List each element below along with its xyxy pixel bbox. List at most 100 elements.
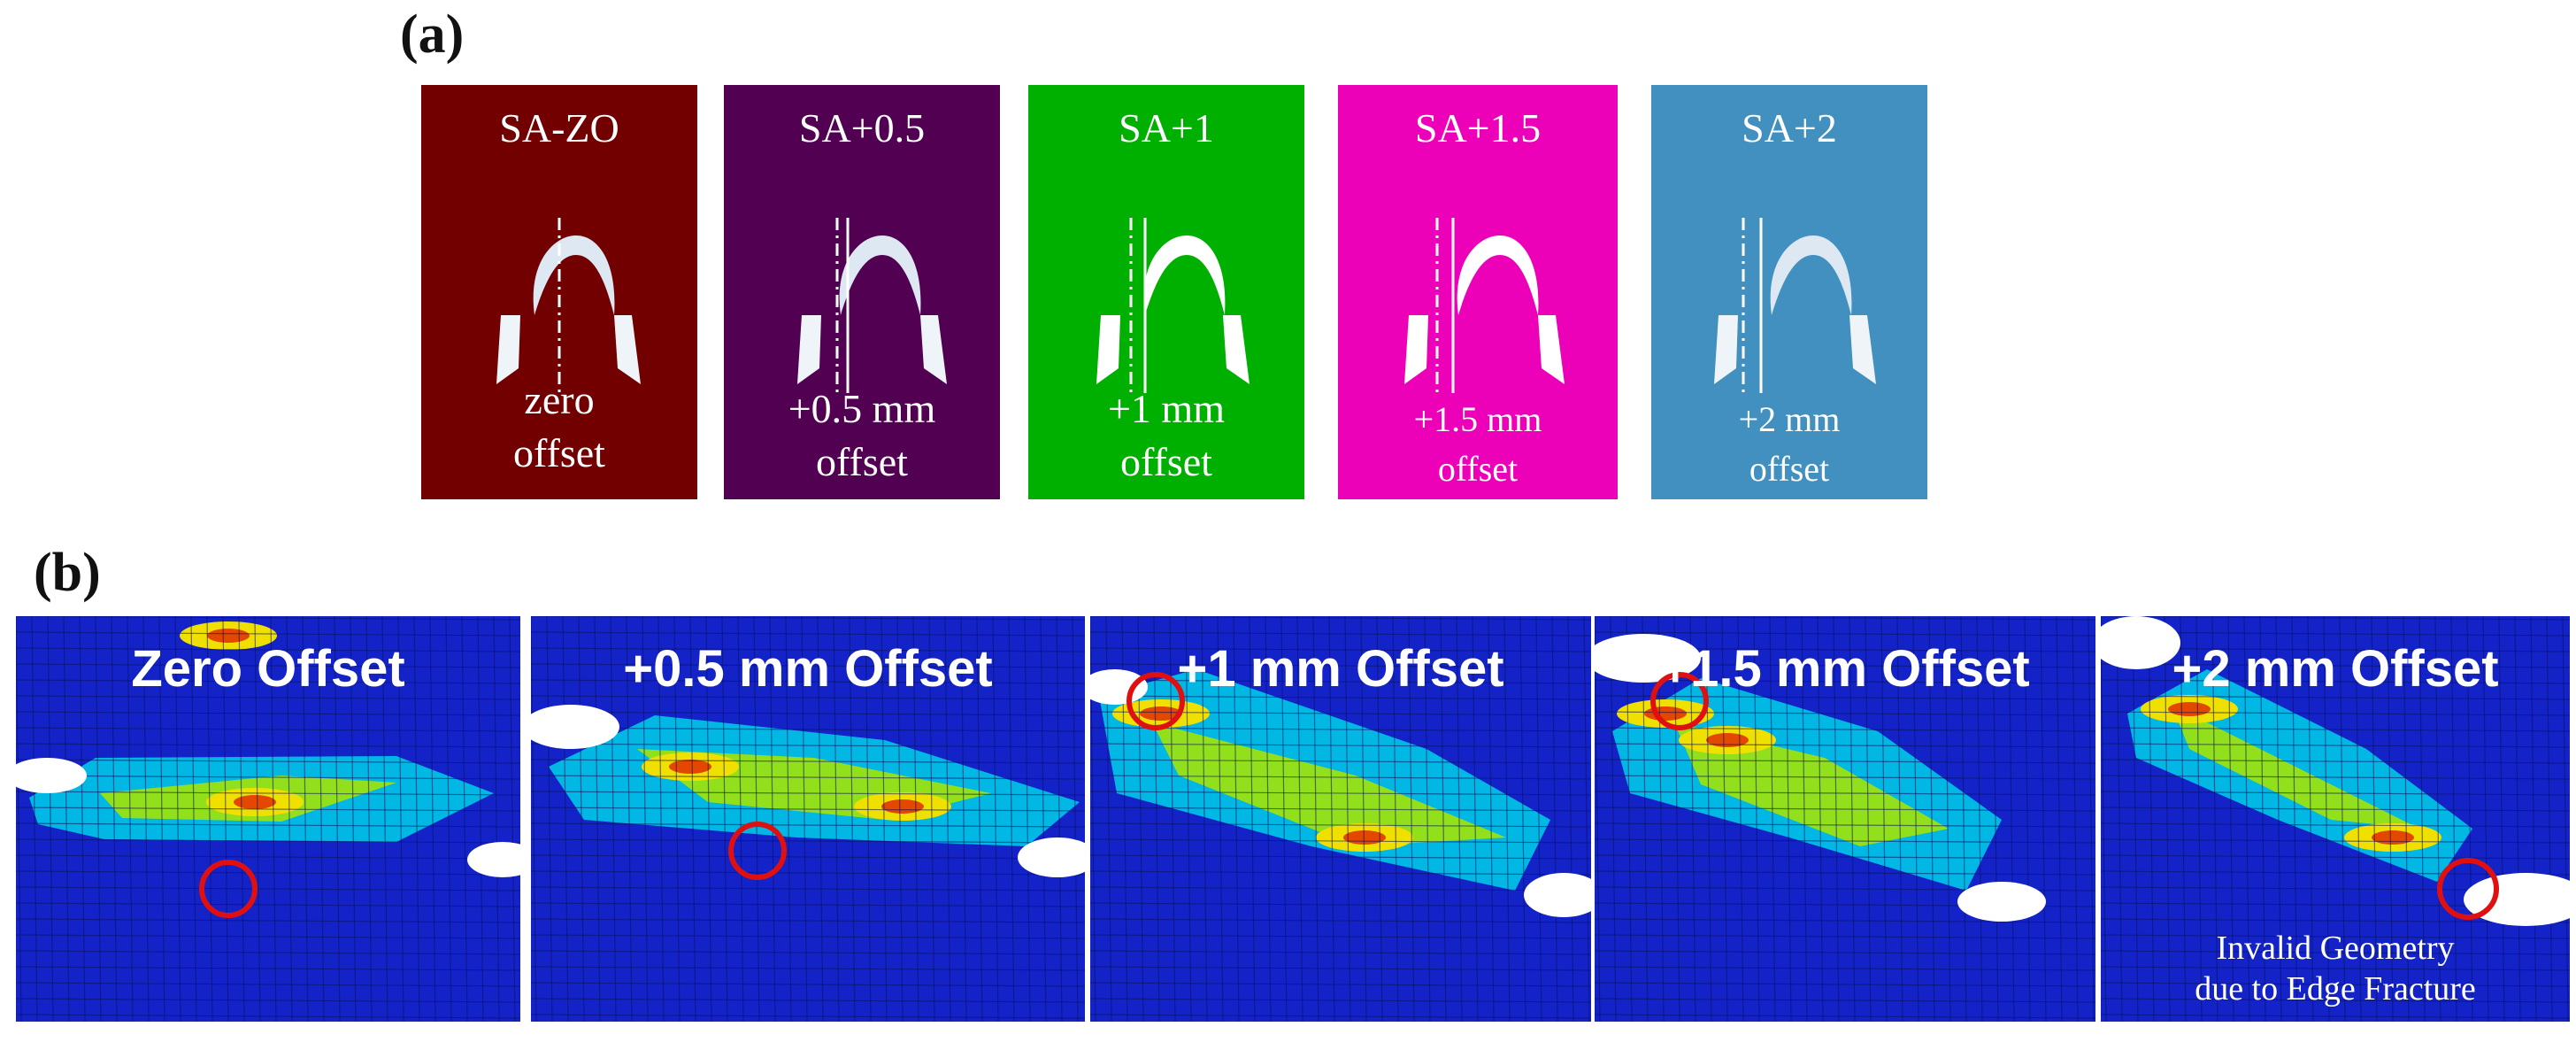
- mesh-line: [531, 727, 1085, 732]
- mesh-line: [2101, 775, 2570, 780]
- card-title: SA+0.5: [798, 105, 926, 151]
- mesh-line: [16, 998, 520, 1003]
- mesh-line: [16, 950, 520, 955]
- mesh-line: [16, 966, 520, 971]
- mesh-line: [1424, 616, 1431, 1022]
- mesh-line: [2450, 616, 2457, 1022]
- punch-profile-icon: [1714, 218, 1876, 393]
- mesh-line: [1785, 616, 1792, 1022]
- fe-mesh-contour: [1595, 616, 2095, 1022]
- mesh-line: [111, 616, 118, 1022]
- mesh-line: [531, 647, 1085, 652]
- card-offset-line1: zero: [524, 377, 595, 422]
- mesh-line: [1090, 695, 1591, 700]
- mesh-line: [1456, 616, 1463, 1022]
- mesh-line: [2387, 616, 2394, 1022]
- mesh-line: [673, 616, 681, 1022]
- mesh-line: [1249, 616, 1256, 1022]
- mesh-line: [31, 616, 38, 1022]
- mesh-line: [1408, 616, 1415, 1022]
- mesh-line: [16, 743, 520, 748]
- mesh-line: [1376, 616, 1383, 1022]
- mesh-line: [531, 711, 1085, 716]
- panel-title: +2 mm Offset: [2172, 640, 2499, 698]
- mesh-line: [1440, 616, 1447, 1022]
- contour-hotspot-core: [2372, 830, 2414, 845]
- mesh-line: [2434, 616, 2441, 1022]
- mesh-line: [1360, 616, 1367, 1022]
- mesh-line: [1944, 616, 1951, 1022]
- fe-contour-panel-2: +2 mm Offset Invalid Geometry due to Edg…: [2101, 616, 2570, 1022]
- contour-hotspot-core: [234, 795, 276, 809]
- part-a-label: (a): [400, 4, 465, 65]
- mesh-line: [1090, 743, 1591, 748]
- mesh-line: [2101, 870, 2570, 876]
- mesh-line: [1090, 966, 1591, 971]
- cut-region: [16, 758, 87, 793]
- mesh-line: [546, 616, 553, 1022]
- cut-region: [1957, 882, 2046, 922]
- offset-card-1-5: SA+1.5 +1.5 mm offset: [1338, 85, 1618, 499]
- mesh-line: [1595, 998, 2095, 1003]
- mesh-line: [1296, 616, 1303, 1022]
- mesh-line: [531, 966, 1085, 971]
- mesh-line: [16, 759, 520, 764]
- card-title: SA+2: [1742, 105, 1837, 151]
- mesh-line: [16, 982, 520, 987]
- mesh-line: [2101, 998, 2570, 1003]
- mesh-line: [16, 1014, 520, 1019]
- mesh-line: [16, 918, 520, 923]
- fe-contour-panel-zero: Zero Offset: [16, 616, 520, 1022]
- mesh-line: [1090, 1014, 1591, 1019]
- contour-hotspot-core: [669, 760, 711, 774]
- mesh-line: [912, 616, 919, 1022]
- mesh-line: [1265, 616, 1272, 1022]
- mesh-line: [1185, 616, 1192, 1022]
- mesh-line: [2339, 616, 2346, 1022]
- mesh-line: [1595, 982, 2095, 987]
- mesh-line: [2323, 616, 2330, 1022]
- mesh-line: [531, 695, 1085, 700]
- mesh-line: [174, 616, 181, 1022]
- mesh-line: [531, 663, 1085, 668]
- mesh-line: [2101, 759, 2570, 764]
- mesh-line: [1737, 616, 1744, 1022]
- mesh-line: [817, 616, 824, 1022]
- mesh-line: [594, 616, 601, 1022]
- mesh-line: [642, 616, 649, 1022]
- panel-title: +1.5 mm Offset: [1660, 640, 2030, 698]
- mesh-line: [1595, 791, 2095, 796]
- mesh-line: [1595, 870, 2095, 876]
- mesh-line: [16, 663, 520, 668]
- mesh-line: [1090, 616, 1591, 621]
- mesh-line: [1595, 918, 2095, 923]
- mesh-line: [2101, 616, 2570, 621]
- mesh-line: [2101, 727, 2570, 732]
- mesh-line: [1595, 759, 2095, 764]
- mesh-line: [16, 695, 520, 700]
- mesh-line: [2164, 616, 2171, 1022]
- mesh-line: [531, 1014, 1085, 1019]
- mesh-line: [531, 886, 1085, 891]
- mesh-line: [1689, 616, 1696, 1022]
- mesh-line: [2211, 616, 2218, 1022]
- mesh-line: [2355, 616, 2362, 1022]
- mesh-line: [1090, 950, 1591, 955]
- mesh-line: [531, 854, 1085, 860]
- mesh-line: [531, 775, 1085, 780]
- panel-title: Zero Offset: [131, 640, 405, 698]
- mesh-line: [190, 616, 197, 1022]
- mesh-line: [1090, 663, 1591, 668]
- mesh-line: [849, 616, 856, 1022]
- fe-contour-panel-0-5: +0.5 mm Offset: [531, 616, 1085, 1022]
- offset-card-zero: SA-ZO zero offset: [421, 85, 697, 499]
- mesh-line: [1595, 1014, 2095, 1019]
- mesh-line: [1595, 616, 1601, 1022]
- mesh-line: [1595, 822, 2095, 828]
- mesh-line: [1090, 791, 1591, 796]
- card-offset-line2: offset: [513, 430, 605, 475]
- mesh-line: [16, 886, 520, 891]
- mesh-line: [16, 934, 520, 939]
- mesh-line: [2275, 616, 2282, 1022]
- mesh-line: [1201, 616, 1208, 1022]
